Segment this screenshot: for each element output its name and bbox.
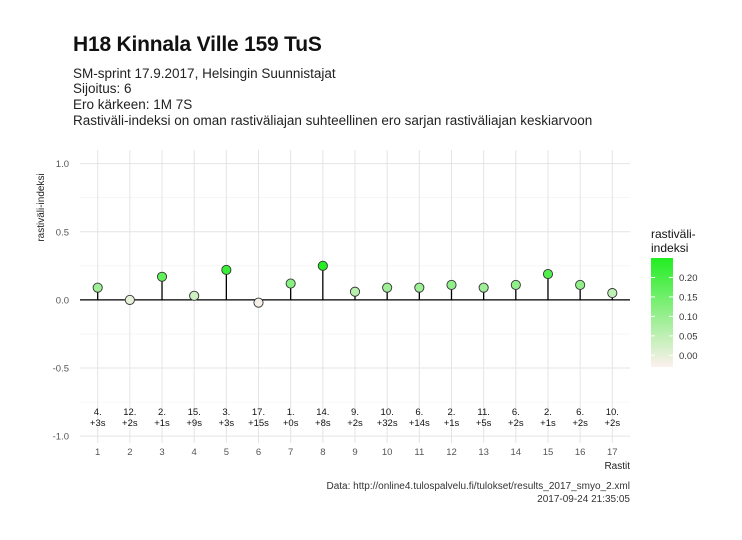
legend-label: 0.20: [679, 273, 698, 284]
time-diff-label: +1s: [444, 418, 460, 429]
placement-label: 6.: [415, 407, 423, 418]
legend-colorbar: [651, 258, 673, 367]
x-tick-label: 11: [414, 447, 424, 458]
placement-label: 2.: [544, 407, 552, 418]
data-source-caption: Data: http://online4.tulospalvelu.fi/tul…: [326, 481, 630, 492]
x-tick-label: 6: [256, 447, 261, 458]
legend-title-line-1: rastiväli-: [651, 227, 696, 241]
data-point: [92, 282, 103, 293]
data-point: [607, 288, 618, 299]
chart-title: H18 Kinnala Ville 159 TuS: [73, 33, 322, 56]
x-tick-label: 3: [159, 447, 164, 458]
x-tick-label: 7: [288, 447, 293, 458]
time-diff-label: +0s: [283, 418, 299, 429]
placement-label: 9.: [351, 407, 359, 418]
legend-title-line-2: indeksi: [651, 241, 688, 255]
time-diff-label: +2s: [572, 418, 588, 429]
x-tick-label: 8: [320, 447, 325, 458]
placement-label: 12.: [123, 407, 136, 418]
legend-label: 0.00: [679, 351, 698, 362]
y-tick-label: -0.5: [53, 364, 69, 375]
time-diff-label: +5s: [476, 418, 492, 429]
data-point: [510, 279, 521, 290]
y-tick-label: -1.0: [53, 432, 69, 443]
subtitle-event: SM-sprint 17.9.2017, Helsingin Suunnista…: [73, 66, 336, 81]
data-point: [349, 286, 361, 297]
placement-label: 15.: [188, 407, 201, 418]
x-tick-label: 12: [446, 447, 457, 458]
legend-label: 0.05: [679, 331, 698, 342]
data-point: [253, 297, 264, 308]
legend-label: 0.10: [679, 312, 698, 323]
time-diff-label: +1s: [540, 418, 556, 429]
data-point: [478, 282, 489, 293]
time-diff-label: +3s: [90, 418, 106, 429]
time-diff-label: +14s: [409, 418, 430, 429]
placement-label: 10.: [381, 407, 394, 418]
placement-label: 6.: [512, 407, 520, 418]
time-diff-label: +2s: [122, 418, 138, 429]
data-point: [221, 264, 232, 275]
x-axis-title: Rastit: [604, 461, 630, 472]
placement-label: 4.: [94, 407, 102, 418]
placement-label: 3.: [222, 407, 230, 418]
timestamp-caption: 2017-09-24 21:35:05: [537, 494, 630, 505]
time-diff-label: +1s: [154, 418, 170, 429]
data-point: [189, 290, 200, 301]
time-diff-label: +2s: [508, 418, 524, 429]
legend-label: 0.15: [679, 292, 698, 303]
y-axis-title: rastiväli-indeksi: [36, 173, 47, 241]
data-point: [382, 282, 393, 293]
data-point: [124, 294, 135, 305]
y-tick-label: 0.0: [56, 295, 69, 306]
x-tick-label: 17: [607, 447, 618, 458]
x-tick-label: 13: [478, 447, 489, 458]
data-point: [156, 271, 168, 282]
subtitle-description: Rastiväli-indeksi on oman rastiväliajan …: [73, 113, 593, 128]
time-diff-label: +8s: [315, 418, 331, 429]
data-point: [317, 260, 328, 271]
placement-label: 10.: [606, 407, 619, 418]
x-tick-label: 1: [95, 447, 100, 458]
data-point: [575, 279, 586, 290]
placement-label: 17.: [252, 407, 265, 418]
x-tick-label: 2: [127, 447, 132, 458]
data-point: [446, 279, 457, 290]
y-tick-label: 1.0: [56, 159, 69, 170]
y-tick-label: 0.5: [56, 227, 69, 238]
placement-label: 1.: [287, 407, 295, 418]
x-tick-label: 14: [511, 447, 522, 458]
placement-label: 11.: [477, 407, 490, 418]
time-diff-label: +32s: [377, 418, 398, 429]
x-tick-label: 10: [382, 447, 393, 458]
data-point: [542, 268, 554, 280]
x-tick-label: 5: [224, 447, 229, 458]
data-point: [414, 282, 425, 293]
time-diff-label: +2s: [605, 418, 621, 429]
time-diff-label: +3s: [219, 418, 235, 429]
placement-label: 14.: [316, 407, 329, 418]
data-point: [285, 278, 296, 289]
placement-label: 2.: [448, 407, 456, 418]
x-tick-label: 16: [575, 447, 586, 458]
placement-label: 2.: [158, 407, 166, 418]
subtitle-gap: Ero kärkeen: 1M 7S: [73, 97, 193, 112]
x-tick-label: 4: [192, 447, 197, 458]
x-tick-label: 15: [543, 447, 554, 458]
time-diff-label: +15s: [248, 418, 269, 429]
x-tick-label: 9: [352, 447, 357, 458]
subtitle-placement: Sijoitus: 6: [73, 81, 132, 96]
time-diff-label: +2s: [347, 418, 363, 429]
time-diff-label: +9s: [186, 418, 202, 429]
placement-label: 6.: [576, 407, 584, 418]
